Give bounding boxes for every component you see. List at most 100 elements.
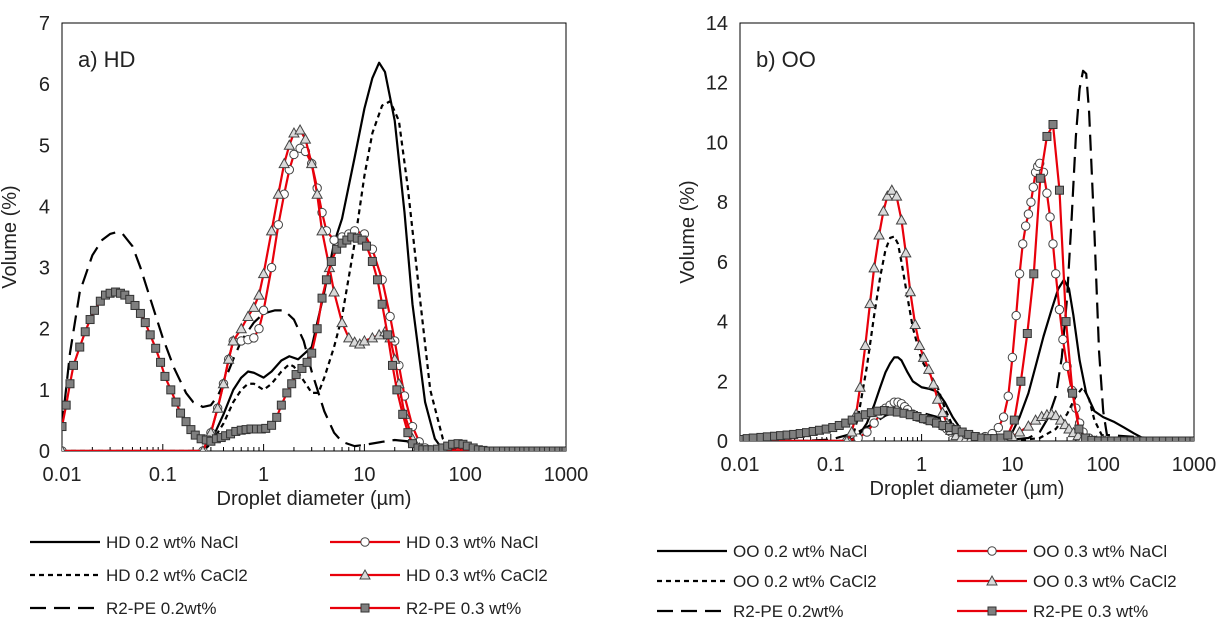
data-point bbox=[499, 446, 509, 451]
data-point bbox=[235, 322, 248, 334]
x-axis-title: Droplet diameter (µm) bbox=[217, 488, 412, 510]
x-tick-label: 0.1 bbox=[149, 464, 177, 486]
data-point bbox=[1035, 173, 1045, 183]
data-point bbox=[909, 318, 922, 330]
data-point bbox=[1184, 436, 1194, 441]
x-tick-label: 100 bbox=[449, 464, 482, 486]
data-point bbox=[140, 318, 150, 328]
legend: HD 0.2 wt% NaCl HD 0.3 wt% NaCl HD 0.2 wt%… bbox=[30, 533, 548, 617]
series-line bbox=[740, 123, 1194, 441]
y-tick-label: 7 bbox=[39, 13, 50, 35]
data-point bbox=[1074, 424, 1084, 434]
y-tick-label: 6 bbox=[717, 252, 728, 274]
data-point bbox=[166, 385, 176, 395]
data-point bbox=[854, 381, 866, 392]
data-point bbox=[523, 446, 533, 451]
data-point bbox=[247, 301, 260, 312]
y-tick-label: 3 bbox=[39, 258, 50, 280]
y-tick-label: 1 bbox=[39, 380, 50, 402]
chart-panel-hd: 0.01 0.1 1 10 100 1000 0 1 2 3 4 5 6 7 Droplet diamete… bbox=[0, 13, 588, 617]
x-axis-title: Droplet diameter (µm) bbox=[870, 478, 1065, 500]
data-point bbox=[171, 397, 181, 407]
legend-label: R2-PE 0.3 wt% bbox=[1033, 602, 1148, 617]
data-point bbox=[1113, 436, 1123, 441]
data-point bbox=[1003, 391, 1013, 401]
data-point bbox=[227, 334, 240, 346]
data-point bbox=[1152, 436, 1162, 441]
data-point bbox=[160, 371, 170, 381]
data-point bbox=[1042, 188, 1052, 198]
data-point bbox=[1107, 436, 1117, 441]
data-point bbox=[1094, 436, 1104, 441]
legend-label: OO 0.2 wt% NaCl bbox=[733, 542, 867, 561]
data-point bbox=[294, 123, 306, 135]
data-point bbox=[267, 420, 277, 430]
data-point bbox=[253, 289, 265, 300]
panel-label: a) HD bbox=[78, 47, 135, 72]
data-point bbox=[904, 285, 917, 297]
x-tick-label: 10 bbox=[1001, 454, 1023, 476]
data-point bbox=[317, 293, 327, 303]
series-line bbox=[62, 128, 566, 451]
data-point bbox=[283, 139, 296, 150]
data-point bbox=[873, 228, 885, 240]
data-point bbox=[554, 446, 564, 451]
data-point bbox=[62, 400, 71, 410]
x-tick-label: 10 bbox=[353, 464, 375, 486]
legend-label: HD 0.2 wt% NaCl bbox=[106, 533, 238, 552]
legend-marker bbox=[360, 537, 370, 547]
data-point bbox=[1007, 352, 1018, 363]
data-point bbox=[1061, 317, 1071, 327]
data-point bbox=[125, 294, 135, 304]
legend-label: OO 0.3 wt% CaCl2 bbox=[1033, 572, 1177, 591]
data-point bbox=[316, 224, 328, 236]
data-point bbox=[385, 311, 395, 322]
y-tick-label: 4 bbox=[717, 312, 728, 334]
legend-label: HD 0.2 wt% CaCl2 bbox=[106, 566, 248, 585]
data-point bbox=[885, 184, 898, 195]
series-4 bbox=[62, 143, 566, 451]
data-point bbox=[289, 149, 299, 160]
data-point bbox=[533, 446, 543, 451]
data-point bbox=[272, 412, 282, 422]
data-point bbox=[392, 385, 402, 395]
data-point bbox=[273, 220, 284, 230]
data-point bbox=[1189, 436, 1194, 441]
data-point bbox=[1003, 430, 1013, 440]
data-point bbox=[748, 433, 758, 441]
data-point bbox=[1014, 269, 1025, 279]
y-tick-label: 2 bbox=[39, 319, 50, 341]
y-tick-label: 10 bbox=[706, 132, 728, 154]
data-point bbox=[845, 426, 858, 437]
data-point bbox=[528, 446, 538, 451]
data-point bbox=[543, 446, 553, 451]
series-4 bbox=[740, 158, 1194, 441]
data-point bbox=[864, 297, 876, 309]
x-tick-label: 0.01 bbox=[43, 464, 82, 486]
data-point bbox=[1126, 436, 1136, 441]
data-point bbox=[199, 444, 207, 451]
data-point bbox=[1016, 376, 1026, 386]
data-point bbox=[387, 360, 397, 370]
data-point bbox=[89, 305, 99, 315]
data-point bbox=[913, 339, 926, 350]
data-point bbox=[1133, 436, 1143, 441]
data-point bbox=[890, 190, 903, 201]
chart-panel-oo: 0.01 0.1 1 10 100 1000 0 2 4 6 8 10 12 14 Droplet diam… bbox=[612, 0, 1223, 617]
data-point bbox=[1013, 426, 1026, 437]
data-point bbox=[561, 446, 566, 451]
data-point bbox=[1165, 436, 1175, 441]
y-axis-title: Volume (%) bbox=[0, 185, 21, 288]
data-point bbox=[1178, 436, 1188, 441]
data-point bbox=[362, 241, 372, 251]
data-point bbox=[278, 157, 291, 169]
data-point bbox=[80, 327, 90, 337]
data-point bbox=[85, 315, 95, 325]
x-tick-label: 100 bbox=[1087, 454, 1120, 476]
x-tick-label: 1 bbox=[916, 454, 927, 476]
data-point bbox=[403, 428, 413, 438]
legend-marker bbox=[987, 546, 997, 556]
data-point bbox=[65, 379, 75, 389]
series-1 bbox=[740, 278, 1194, 441]
legend-marker bbox=[360, 603, 370, 613]
